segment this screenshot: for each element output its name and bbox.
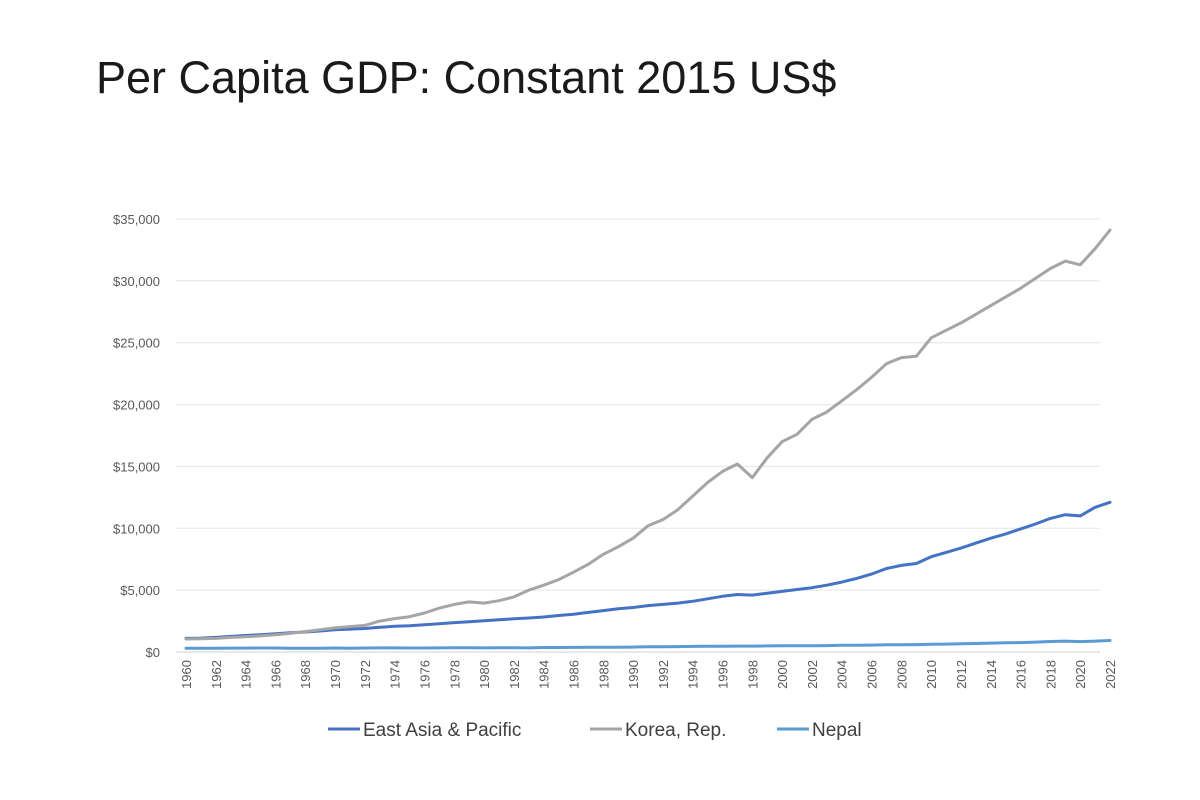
x-tick-label: 2000 — [775, 660, 790, 689]
x-tick-label: 1970 — [328, 660, 343, 689]
x-tick-label: 2008 — [894, 660, 909, 689]
x-tick-label: 1976 — [417, 660, 432, 689]
x-tick-label: 1974 — [388, 660, 403, 689]
x-tick-label: 1996 — [716, 660, 731, 689]
y-tick-label: $0 — [146, 645, 160, 660]
x-tick-label: 1962 — [209, 660, 224, 689]
x-tick-label: 1968 — [298, 660, 313, 689]
series-line-0 — [184, 500, 1112, 640]
x-axis-ticks: 1960 1962 1964 1966 1968 1970 1972 1974 1976 1978… — [179, 660, 1118, 689]
y-tick-label: $25,000 — [113, 336, 160, 351]
legend-label: Nepal — [812, 720, 862, 741]
x-tick-label: 1960 — [179, 660, 194, 689]
x-tick-label: 2016 — [1014, 660, 1029, 689]
x-tick-label: 1992 — [656, 660, 671, 689]
x-tick-label: 2018 — [1043, 660, 1058, 689]
series-line-1 — [184, 228, 1112, 641]
x-tick-label: 1998 — [745, 660, 760, 689]
x-tick-label: 1988 — [596, 660, 611, 689]
x-tick-label: 2010 — [924, 660, 939, 689]
series-line-2 — [184, 639, 1112, 650]
x-tick-label: 2022 — [1103, 660, 1118, 689]
x-tick-label: 1980 — [477, 660, 492, 689]
x-tick-label: 1986 — [566, 660, 581, 689]
legend: East Asia & Pacific Korea, Rep. Nepal — [328, 720, 862, 741]
y-tick-label: $30,000 — [113, 274, 160, 289]
legend-item: Korea, Rep. — [590, 720, 726, 741]
x-tick-label: 2004 — [835, 660, 850, 689]
y-tick-label: $5,000 — [120, 583, 160, 598]
legend-label: East Asia & Pacific — [363, 720, 521, 741]
page-title: Per Capita GDP: Constant 2015 US$ — [96, 52, 837, 103]
y-tick-label: $35,000 — [113, 212, 160, 227]
x-tick-label: 1966 — [268, 660, 283, 689]
x-tick-label: 2014 — [984, 660, 999, 689]
x-tick-label: 2020 — [1073, 660, 1088, 689]
legend-item: East Asia & Pacific — [328, 720, 521, 741]
x-tick-label: 2012 — [954, 660, 969, 689]
x-tick-label: 1990 — [626, 660, 641, 689]
gridlines — [176, 218, 1100, 653]
x-tick-label: 1978 — [447, 660, 462, 689]
y-tick-label: $10,000 — [113, 521, 160, 536]
legend-item: Nepal — [777, 720, 862, 741]
x-tick-label: 1982 — [507, 660, 522, 689]
x-tick-label: 1972 — [358, 660, 373, 689]
legend-label: Korea, Rep. — [625, 720, 726, 741]
y-tick-label: $15,000 — [113, 459, 160, 474]
x-tick-label: 1964 — [239, 660, 254, 689]
x-tick-label: 1984 — [537, 660, 552, 689]
series-lines — [184, 228, 1112, 650]
y-axis-ticks: $0 $5,000 $10,000 $15,000 $20,000 $25,000 $30,… — [113, 212, 160, 660]
x-tick-label: 2006 — [865, 660, 880, 689]
x-tick-label: 1994 — [686, 660, 701, 689]
y-tick-label: $20,000 — [113, 398, 160, 413]
x-tick-label: 2002 — [805, 660, 820, 689]
